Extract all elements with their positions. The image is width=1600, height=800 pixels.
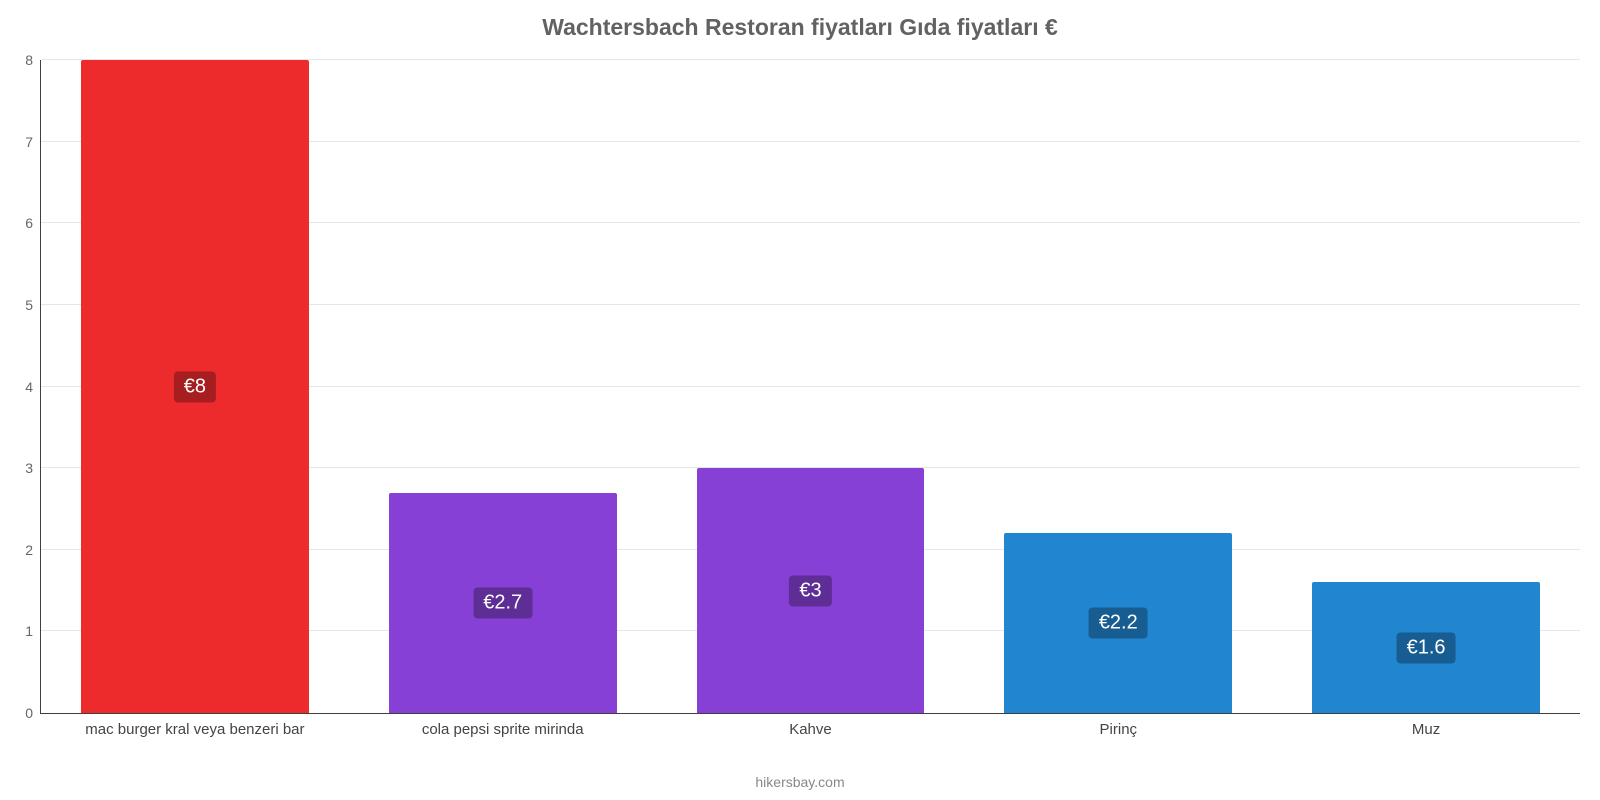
bar: €3 bbox=[697, 468, 925, 713]
ytick-label: 5 bbox=[25, 297, 41, 313]
xtick-label: Kahve bbox=[789, 713, 832, 738]
ytick-label: 1 bbox=[25, 623, 41, 639]
bar-slot: €8mac burger kral veya benzeri bar bbox=[41, 60, 349, 713]
xtick-label: mac burger kral veya benzeri bar bbox=[85, 713, 304, 738]
bar-slot: €3Kahve bbox=[657, 60, 965, 713]
bar-slot: €1.6Muz bbox=[1272, 60, 1580, 713]
bar-chart: Wachtersbach Restoran fiyatları Gıda fiy… bbox=[0, 0, 1600, 800]
ytick-label: 6 bbox=[25, 215, 41, 231]
chart-title: Wachtersbach Restoran fiyatları Gıda fiy… bbox=[0, 14, 1600, 41]
value-badge: €3 bbox=[789, 575, 831, 606]
ytick-label: 3 bbox=[25, 460, 41, 476]
value-badge: €1.6 bbox=[1397, 632, 1456, 663]
bars-container: €8mac burger kral veya benzeri bar€2.7co… bbox=[41, 60, 1580, 713]
ytick-label: 4 bbox=[25, 379, 41, 395]
value-badge: €2.2 bbox=[1089, 608, 1148, 639]
bar-slot: €2.2Pirinç bbox=[964, 60, 1272, 713]
ytick-label: 8 bbox=[25, 52, 41, 68]
bar: €2.2 bbox=[1004, 533, 1232, 713]
bar-slot: €2.7cola pepsi sprite mirinda bbox=[349, 60, 657, 713]
value-badge: €2.7 bbox=[473, 587, 532, 618]
xtick-label: cola pepsi sprite mirinda bbox=[422, 713, 584, 738]
bar: €2.7 bbox=[389, 493, 617, 713]
ytick-label: 2 bbox=[25, 542, 41, 558]
xtick-label: Pirinç bbox=[1100, 713, 1138, 738]
credit-text: hikersbay.com bbox=[0, 774, 1600, 790]
ytick-label: 0 bbox=[25, 705, 41, 721]
plot-area: 012345678 €8mac burger kral veya benzeri… bbox=[40, 60, 1580, 714]
xtick-label: Muz bbox=[1412, 713, 1440, 738]
ytick-label: 7 bbox=[25, 134, 41, 150]
bar: €8 bbox=[81, 60, 309, 713]
bar: €1.6 bbox=[1312, 582, 1540, 713]
value-badge: €8 bbox=[174, 371, 216, 402]
